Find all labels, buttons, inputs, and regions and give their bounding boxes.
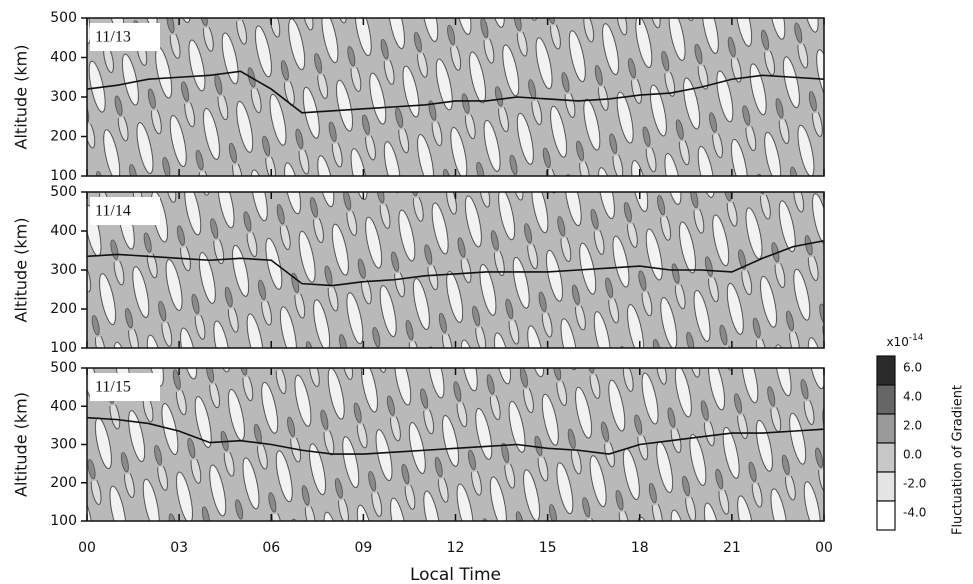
- multiplier-exponent: -14: [909, 333, 924, 343]
- colorbar-swatch: [876, 384, 896, 415]
- y-tick-label: 300: [50, 437, 77, 453]
- colorbar-multiplier: x10-14: [886, 333, 923, 349]
- colorbar-swatch: [876, 500, 896, 531]
- multiplier-base: x10: [886, 335, 908, 349]
- y-tick-label: 500: [50, 360, 77, 376]
- colorbar-title: Fluctuation of Gradient: [951, 385, 966, 535]
- y-tick-label: 200: [50, 129, 77, 145]
- x-tick-label: 00: [815, 540, 833, 556]
- y-tick-label: 100: [50, 513, 77, 529]
- x-tick-label: 00: [78, 540, 96, 556]
- x-tick-label: 03: [170, 540, 188, 556]
- y-tick-label: 200: [50, 301, 77, 317]
- contour-field: [87, 368, 824, 521]
- colorbar-label: 0.0: [903, 448, 922, 462]
- y-tick-label: 300: [50, 262, 77, 278]
- colorbar-swatch: [876, 471, 896, 502]
- y-axis-label: Altitude (km): [12, 392, 31, 497]
- x-tick-label: 15: [539, 540, 557, 556]
- x-tick-label: 21: [723, 540, 741, 556]
- x-tick-label: 09: [354, 540, 372, 556]
- y-tick-label: 400: [50, 50, 77, 66]
- height-line: [86, 239, 825, 287]
- y-tick-label: 200: [50, 475, 77, 491]
- y-tick-label: 100: [50, 168, 77, 184]
- x-tick-label: 06: [262, 540, 280, 556]
- panel-label-box: [90, 197, 160, 225]
- colorbar-label: 4.0: [903, 390, 922, 404]
- height-line: [86, 70, 825, 114]
- y-axis-label: Altitude (km): [12, 45, 31, 150]
- y-tick-label: 500: [50, 10, 77, 26]
- colorbar-swatch: [876, 442, 896, 473]
- colorbar-label: -4.0: [903, 506, 926, 520]
- colorbar-swatch: [876, 413, 896, 444]
- y-tick-label: 300: [50, 89, 77, 105]
- y-tick-label: 100: [50, 340, 77, 356]
- y-tick-label: 500: [50, 184, 77, 200]
- x-tick-label: 18: [631, 540, 649, 556]
- height-line: [86, 416, 825, 455]
- colorbar-label: -2.0: [903, 477, 926, 491]
- panel-label: 11/13: [95, 29, 131, 46]
- panel-label: 11/14: [95, 203, 131, 220]
- y-tick-label: 400: [50, 223, 77, 239]
- colorbar-swatch: [876, 355, 896, 386]
- panel-label-box: [90, 23, 160, 51]
- y-axis-label: Altitude (km): [12, 218, 31, 323]
- panel-label-box: [90, 373, 160, 401]
- panel-label: 11/15: [95, 379, 131, 396]
- colorbar-label: 2.0: [903, 419, 922, 433]
- x-tick-label: 12: [447, 540, 465, 556]
- y-tick-label: 400: [50, 398, 77, 414]
- contour-field: [87, 18, 824, 176]
- colorbar-label: 6.0: [903, 361, 922, 375]
- x-axis-label: Local Time: [410, 565, 501, 584]
